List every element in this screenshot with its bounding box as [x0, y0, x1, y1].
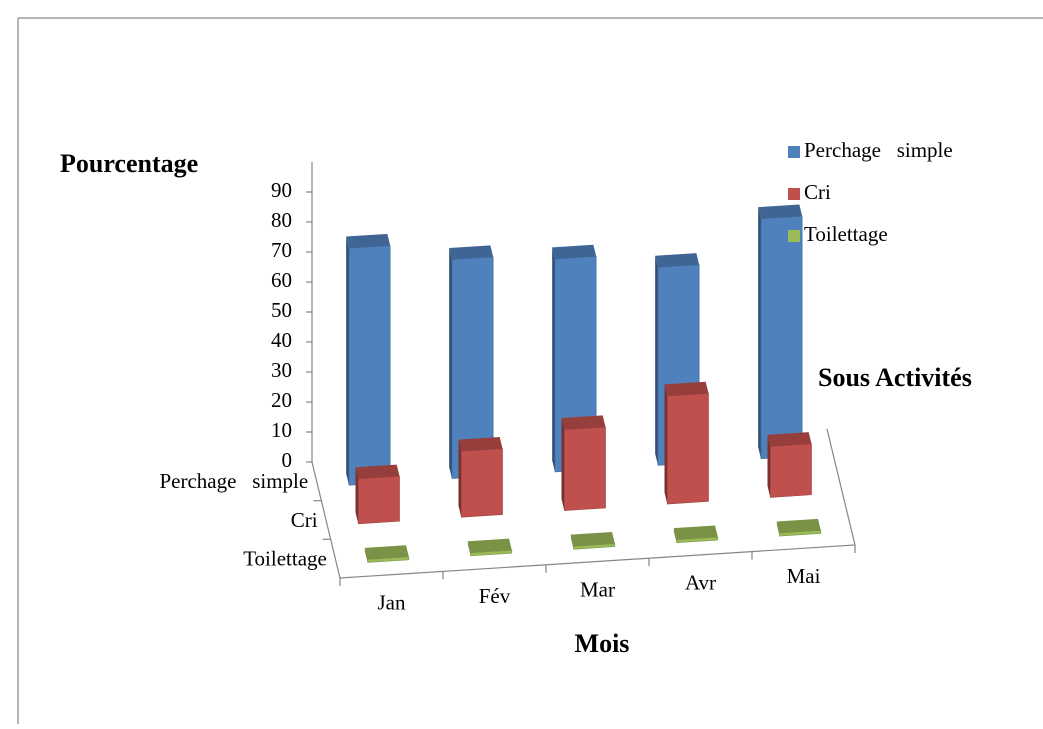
legend-swatch [788, 146, 800, 158]
x-tick-label: Fév [479, 584, 511, 608]
bar [449, 245, 494, 479]
bar-side [561, 418, 565, 511]
legend-label: Perchage simple [804, 138, 953, 162]
y-tick-label: 10 [271, 418, 292, 442]
bar-top [776, 518, 821, 534]
bar [664, 381, 709, 505]
bar [570, 532, 616, 550]
bar-top [664, 381, 709, 397]
legend-label: Cri [804, 180, 831, 204]
x-tick-label: Mar [580, 577, 615, 601]
bar-side [664, 384, 668, 505]
bar-front [769, 443, 812, 498]
x-tick-label: Jan [378, 591, 406, 615]
bar-side [758, 207, 761, 459]
bar-front [563, 426, 606, 511]
bar-side [467, 541, 471, 556]
y-tick-label: 60 [271, 268, 292, 292]
bar [767, 432, 812, 498]
bar-side [346, 236, 349, 486]
bar [458, 436, 503, 518]
y-tick-label: 90 [271, 178, 292, 202]
depth-tick-label: Perchage simple [159, 469, 308, 493]
y-tick-label: 20 [271, 388, 292, 412]
y-tick-label: 30 [271, 358, 292, 382]
bar-front [357, 475, 400, 525]
bar [673, 525, 719, 544]
y-axis-title: Pourcentage [60, 149, 198, 178]
bar-side [776, 521, 780, 537]
bar-top [355, 464, 400, 479]
bar-side [673, 528, 677, 543]
depth-tick-label: Cri [291, 508, 318, 532]
bar-top [673, 525, 718, 540]
depth-axis-title: Sous Activités [818, 363, 972, 392]
depth-tick-label: Toilettage [243, 547, 327, 571]
x-tick-label: Avr [685, 571, 716, 595]
bar-side [364, 547, 368, 563]
y-tick-label: 70 [271, 238, 292, 262]
bar [561, 415, 606, 511]
bar-top [561, 415, 606, 430]
bar [355, 464, 400, 525]
bar-front [666, 393, 709, 505]
bar-top [364, 545, 409, 560]
x-tick-label: Mai [787, 564, 821, 588]
floor-edge [311, 428, 856, 579]
x-axis-title: Mois [575, 629, 630, 658]
bar [364, 545, 410, 563]
bar-top [655, 253, 700, 268]
bar [758, 204, 803, 460]
bar-side [449, 247, 452, 479]
bar-top [346, 233, 391, 249]
y-tick-label: 0 [282, 448, 293, 472]
bar-top [570, 532, 615, 547]
bar-side [570, 534, 574, 550]
bar-top [552, 244, 597, 259]
bar-top [449, 245, 494, 260]
legend-label: Toilettage [804, 222, 888, 246]
y-tick-label: 80 [271, 208, 292, 232]
bar [467, 538, 513, 557]
y-tick-label: 40 [271, 328, 292, 352]
bar-side [458, 439, 462, 518]
bar-side [767, 434, 771, 498]
bar-front [460, 448, 503, 518]
bar-top [767, 432, 812, 447]
bar-top [467, 538, 512, 553]
legend-swatch [788, 188, 800, 200]
legend-swatch [788, 230, 800, 242]
bar-front [348, 245, 391, 486]
bar-top [758, 204, 803, 219]
bar-side [355, 467, 359, 524]
bar-side [552, 247, 555, 472]
bar-top [458, 436, 503, 452]
y-tick-label: 50 [271, 298, 292, 322]
bar-side [655, 255, 658, 466]
bar [776, 518, 822, 537]
bar-front [760, 215, 803, 460]
bar [346, 233, 391, 486]
